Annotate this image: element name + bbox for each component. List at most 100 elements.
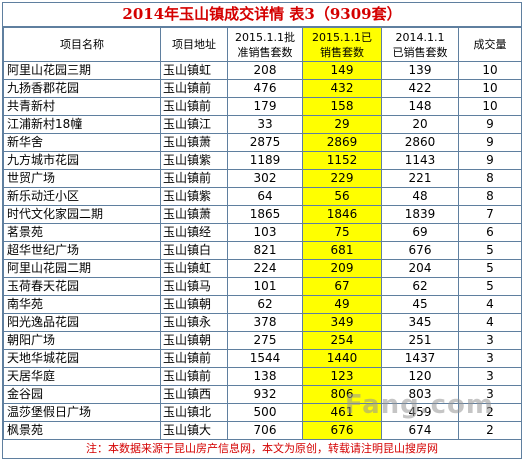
cell-sold-2015: 432: [302, 79, 382, 98]
cell-deal-count: 5: [458, 259, 522, 278]
cell-sold-2014: 221: [381, 169, 459, 188]
cell-approved-units: 706: [227, 421, 303, 440]
cell-project-address: 玉山镇前: [160, 97, 228, 116]
col-header-sold-2015: 2015.1.1已 销售套数: [302, 27, 382, 62]
cell-sold-2014: 148: [381, 97, 459, 116]
table-row: 朝阳广场 玉山镇朝 275 254 251 3: [3, 331, 522, 350]
cell-deal-count: 3: [458, 349, 522, 368]
cell-sold-2014: 204: [381, 259, 459, 278]
cell-project-name: 茗景苑: [3, 223, 161, 242]
cell-sold-2014: 20: [381, 115, 459, 134]
col-header-approved-line1: 2015.1.1批: [235, 30, 295, 44]
cell-project-name: 天居华庭: [3, 367, 161, 386]
cell-sold-2015: 29: [302, 115, 382, 134]
col-header-sold-2015-line2: 销售套数: [320, 45, 364, 59]
cell-sold-2014: 459: [381, 403, 459, 422]
cell-deal-count: 4: [458, 295, 522, 314]
cell-sold-2015: 1152: [302, 151, 382, 170]
cell-deal-count: 8: [458, 187, 522, 206]
col-header-approved-line2: 准销售套数: [237, 45, 293, 59]
cell-sold-2015: 461: [302, 403, 382, 422]
cell-sold-2014: 45: [381, 295, 459, 314]
cell-project-address: 玉山镇前: [160, 79, 228, 98]
cell-project-name: 新乐动迁小区: [3, 187, 161, 206]
cell-sold-2015: 2869: [302, 133, 382, 152]
cell-sold-2014: 674: [381, 421, 459, 440]
cell-project-address: 玉山镇虹: [160, 61, 228, 80]
cell-project-name: 九扬香郡花园: [3, 79, 161, 98]
cell-deal-count: 2: [458, 403, 522, 422]
cell-approved-units: 138: [227, 367, 303, 386]
cell-sold-2014: 1839: [381, 205, 459, 224]
cell-sold-2015: 806: [302, 385, 382, 404]
cell-deal-count: 10: [458, 97, 522, 116]
cell-sold-2014: 251: [381, 331, 459, 350]
cell-project-address: 玉山镇前: [160, 349, 228, 368]
table-title: 2014年玉山镇成交详情 表3（9309套）: [3, 3, 521, 27]
cell-project-name: 阿里山花园三期: [3, 61, 161, 80]
cell-project-address: 玉山镇紫: [160, 187, 228, 206]
col-header-name: 项目名称: [3, 27, 161, 62]
cell-project-address: 玉山镇朝: [160, 331, 228, 350]
cell-sold-2015: 209: [302, 259, 382, 278]
cell-project-name: 朝阳广场: [3, 331, 161, 350]
cell-approved-units: 821: [227, 241, 303, 260]
cell-sold-2015: 1846: [302, 205, 382, 224]
cell-sold-2014: 48: [381, 187, 459, 206]
col-header-sold-2014: 2014.1.1 已销售套数: [381, 27, 459, 62]
footer-note: 注：本数据来源于昆山房产信息网，本文为原创，转载请注明昆山搜房网: [86, 442, 438, 455]
cell-project-address: 玉山镇白: [160, 241, 228, 260]
cell-project-address: 玉山镇永: [160, 313, 228, 332]
cell-sold-2015: 158: [302, 97, 382, 116]
cell-deal-count: 3: [458, 385, 522, 404]
table-row: 金谷园 玉山镇西 932 806 803 3: [3, 385, 522, 404]
col-header-sold-2015-line1: 2015.1.1已: [312, 30, 372, 44]
cell-approved-units: 208: [227, 61, 303, 80]
table-row: 江浦新村18幢 玉山镇江 33 29 20 9: [3, 115, 522, 134]
cell-deal-count: 3: [458, 367, 522, 386]
table-row: 九扬香郡花园 玉山镇前 476 432 422 10: [3, 79, 522, 98]
cell-project-name: 阿里山花园二期: [3, 259, 161, 278]
cell-project-address: 玉山镇前: [160, 367, 228, 386]
cell-deal-count: 10: [458, 61, 522, 80]
cell-sold-2014: 120: [381, 367, 459, 386]
cell-project-name: 金谷园: [3, 385, 161, 404]
cell-sold-2014: 62: [381, 277, 459, 296]
table-row: 时代文化家园二期 玉山镇萧 1865 1846 1839 7: [3, 205, 522, 224]
col-header-deals: 成交量: [458, 27, 522, 62]
cell-approved-units: 500: [227, 403, 303, 422]
cell-approved-units: 378: [227, 313, 303, 332]
cell-project-name: 超华世纪广场: [3, 241, 161, 260]
cell-approved-units: 1865: [227, 205, 303, 224]
cell-project-name: 天地华城花园: [3, 349, 161, 368]
cell-approved-units: 224: [227, 259, 303, 278]
cell-sold-2015: 149: [302, 61, 382, 80]
cell-project-name: 枫景苑: [3, 421, 161, 440]
cell-project-address: 玉山镇北: [160, 403, 228, 422]
cell-approved-units: 64: [227, 187, 303, 206]
cell-project-address: 玉山镇西: [160, 385, 228, 404]
cell-approved-units: 1544: [227, 349, 303, 368]
cell-sold-2014: 676: [381, 241, 459, 260]
cell-approved-units: 101: [227, 277, 303, 296]
cell-deal-count: 9: [458, 133, 522, 152]
cell-sold-2015: 254: [302, 331, 382, 350]
cell-sold-2014: 2860: [381, 133, 459, 152]
col-header-sold-2014-line1: 2014.1.1: [395, 30, 445, 44]
cell-project-name: 时代文化家园二期: [3, 205, 161, 224]
cell-approved-units: 179: [227, 97, 303, 116]
table-row: 玉荷春天花园 玉山镇马 101 67 62 5: [3, 277, 522, 296]
transactions-table: 项目名称 项目地址 2015.1.1批 准销售套数 2015.1.1已 销售套数…: [3, 27, 522, 440]
cell-deal-count: 9: [458, 115, 522, 134]
cell-project-name: 九方城市花园: [3, 151, 161, 170]
cell-sold-2015: 681: [302, 241, 382, 260]
cell-sold-2015: 1440: [302, 349, 382, 368]
table-row: 天地华城花园 玉山镇前 1544 1440 1437 3: [3, 349, 522, 368]
cell-project-address: 玉山镇朝: [160, 295, 228, 314]
col-header-address: 项目地址: [160, 27, 228, 62]
table-row: 天居华庭 玉山镇前 138 123 120 3: [3, 367, 522, 386]
table-row: 共青新村 玉山镇前 179 158 148 10: [3, 97, 522, 116]
table-row: 超华世纪广场 玉山镇白 821 681 676 5: [3, 241, 522, 260]
cell-sold-2014: 139: [381, 61, 459, 80]
cell-sold-2014: 803: [381, 385, 459, 404]
